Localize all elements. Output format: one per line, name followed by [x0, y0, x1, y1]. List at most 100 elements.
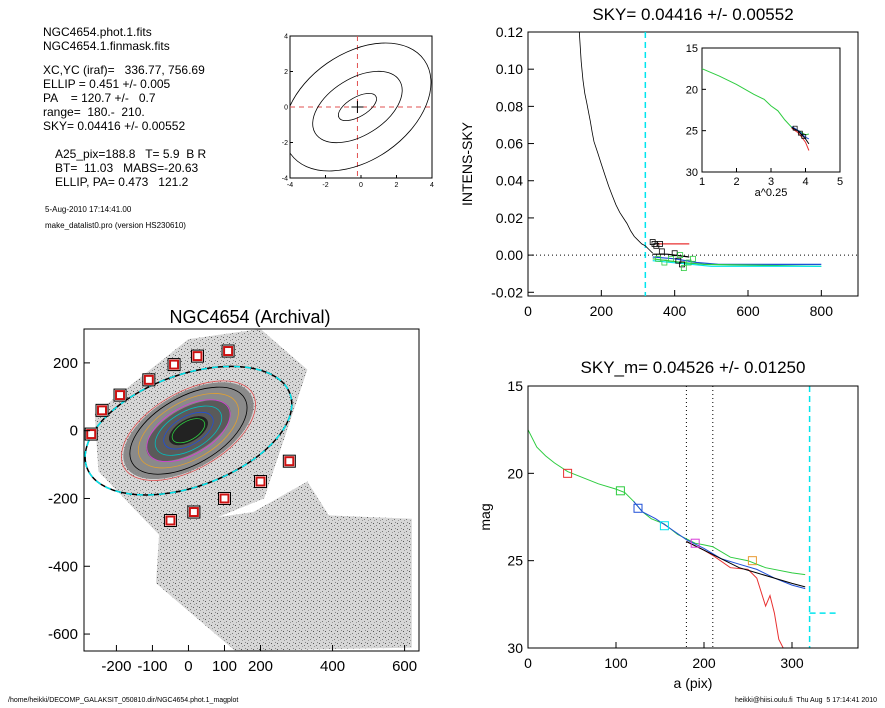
intens-sky-xtick-label: 0: [524, 303, 532, 319]
galaxy-isophote: [137, 393, 240, 469]
mag-square-marker: [747, 556, 757, 566]
mag-profile-plot: SKY_m= 0.04526 +/- 0.01250 mag a (pix) 0 100…: [477, 358, 859, 691]
inset-xtick-label: 2: [733, 176, 739, 188]
sky-box-inner: [115, 390, 126, 401]
inset-ytick-label: 15: [686, 43, 698, 55]
inset-xtick-label: 5: [837, 176, 843, 188]
sky-box-inner: [219, 493, 230, 504]
intens-sky-ytick-label: 0.12: [496, 24, 523, 40]
intens-sky-square-black: [658, 248, 665, 255]
intens-sky-profile-line: [578, 31, 653, 254]
info-line-a25: A25_pix=188.8 T= 5.9 B R: [55, 147, 207, 161]
contour-ellipse: [312, 70, 403, 144]
contour-ytick-label: -2: [282, 140, 288, 147]
inset-square: [797, 130, 803, 136]
info-line-pa: PA = 120.7 +/- 0.7: [43, 91, 156, 105]
intens-sky-square-green: [690, 255, 696, 262]
intens-sky-title: SKY= 0.04416 +/- 0.00552: [592, 5, 793, 24]
galaxy-xtick-label: 600: [392, 658, 417, 675]
intens-sky-ytick-label: -0.02: [491, 284, 523, 300]
intens-sky-step-line: [652, 258, 822, 267]
contour-ytick-label: 0: [284, 105, 288, 112]
inset-frame: [701, 47, 841, 173]
contour-ytick-label: 2: [284, 69, 288, 76]
galaxy-frame: [83, 328, 420, 652]
intens-sky-ytick-label: 0.02: [496, 210, 523, 226]
mag-series-line: [686, 541, 806, 588]
mag-ytick-label: 25: [507, 553, 523, 569]
intens-sky-ytick-label: 0.00: [496, 247, 523, 263]
galaxy-image-layer: [84, 329, 412, 651]
inset-xtick-label: 4: [802, 176, 808, 188]
sky-box-inner: [86, 429, 97, 440]
sky-box-inner: [188, 507, 199, 518]
info-line-file: NGC4654.phot.1.fits: [43, 25, 152, 39]
intens-sky-xtick-label: 200: [590, 303, 614, 319]
contour-lines: [290, 42, 432, 172]
inset-xtick-label: 1: [699, 176, 705, 188]
galaxy-isophote: [163, 411, 214, 450]
contour-xtick-label: 0: [359, 182, 363, 189]
galaxy-isophote: [154, 405, 223, 456]
mag-ytick-label: 30: [507, 640, 523, 656]
intens-sky-square-green: [685, 259, 692, 266]
inset-ytick-label: 25: [686, 126, 698, 138]
galaxy-ytick-label: -600: [48, 626, 78, 643]
sky-box-inner: [143, 374, 154, 385]
info-line-mask: NGC4654.1.finmask.fits: [43, 39, 170, 53]
intens-sky-xtick-label: 600: [736, 303, 760, 319]
contour-xtick-label: 2: [395, 182, 399, 189]
mag-square-marker: [563, 468, 573, 478]
inset-ytick-label: 20: [686, 84, 698, 96]
mag-profile-xlabel: a (pix): [674, 675, 713, 691]
intens-sky-square-black: [679, 261, 685, 268]
contour-xtick-label: 4: [430, 182, 434, 189]
mag-square-marker: [659, 521, 669, 531]
sky-box-inner: [255, 476, 266, 487]
intens-sky-ytick-label: 0.04: [496, 173, 523, 189]
galaxy-xtick-label: 0: [184, 658, 192, 675]
footer-user: heikki@hiisi.oulu.fi Thu Aug 5 17:14:41 …: [734, 697, 877, 704]
sky-box-inner: [192, 351, 203, 362]
mag-ytick-label: 20: [507, 465, 523, 481]
galaxy-xtick-label: 400: [320, 658, 345, 675]
intens-sky-square-green: [668, 255, 674, 262]
galaxy-isophote: [129, 386, 248, 475]
mag-profile-lines: [528, 386, 836, 648]
mag-series-line: [686, 541, 784, 648]
center-contour-plot: -4 -2 0 2 4 -4 -2 0 2 4: [282, 34, 434, 190]
galaxy-sky-ellipse: [84, 365, 293, 496]
footer-path: /home/heikki/DECOMP_GALAKSIT_050810.dir/…: [8, 697, 239, 704]
info-line-bt: BT= 11.03 MABS=-20.63: [55, 161, 199, 175]
intens-sky-square-black: [657, 241, 663, 247]
galaxy-xtick-label: -200: [101, 658, 131, 675]
galaxy-isophote: [120, 380, 256, 481]
intens-sky-xtick-label: 400: [663, 303, 687, 319]
galaxy-isophote: [146, 399, 231, 463]
inset-ytick-label: 30: [686, 167, 698, 179]
inset-square: [792, 125, 798, 131]
intens-sky-square-black: [653, 242, 660, 249]
galaxy-core: [168, 416, 208, 446]
intens-sky-square-green: [677, 252, 684, 258]
mag-profile-frame: [527, 385, 859, 649]
galaxy-ytick-label: -400: [48, 558, 78, 575]
intens-sky-ytick-label: 0.06: [496, 136, 523, 152]
mag-square-marker: [633, 503, 643, 513]
mag-ytick-label: 15: [507, 378, 523, 394]
info-line-ellip-pa: ELLIP, PA= 0.473 121.2: [55, 175, 189, 189]
sky-box-inner: [284, 456, 295, 467]
intens-sky-square-green: [655, 255, 662, 262]
intens-sky-step-line: [652, 256, 822, 265]
mag-series-line: [528, 429, 806, 576]
contour-ellipse: [290, 42, 432, 172]
mag-xtick-label: 0: [524, 655, 532, 671]
contour-ellipse: [337, 93, 377, 121]
galaxy-ytick-label: 200: [53, 355, 78, 372]
inset-xlabel: a^0.25: [755, 187, 788, 199]
intens-sky-square-black: [675, 257, 682, 264]
intens-sky-frame: [527, 31, 859, 297]
info-line-sky: SKY= 0.04416 +/- 0.00552: [43, 119, 186, 133]
galaxy-field-patch: [156, 481, 412, 651]
